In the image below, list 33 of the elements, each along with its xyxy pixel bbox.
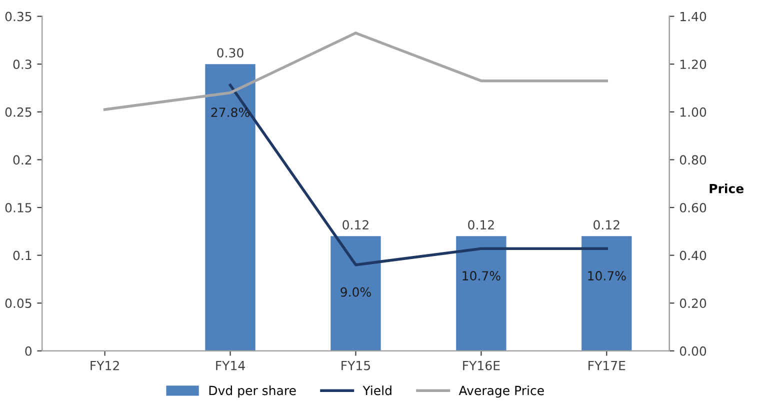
y2-tick-label: 1.20 — [680, 60, 706, 70]
legend-label: Yield — [362, 386, 392, 396]
data-label: 0.12 — [468, 220, 494, 230]
y2-axis-title: Price — [710, 184, 744, 194]
y-tick-label: 0.05 — [5, 298, 32, 308]
x-tick-label: FY14 — [216, 360, 245, 370]
y-tick-label: 0.3 — [13, 60, 32, 70]
y-tick-label: 0.25 — [5, 107, 32, 117]
y2-tick-label: 0.40 — [680, 250, 706, 260]
data-label: 10.7% — [588, 271, 626, 280]
data-label: 27.8% — [211, 108, 250, 118]
y-tick-label: 0.35 — [5, 12, 32, 22]
y2-tick-label: 1.00 — [680, 107, 706, 117]
y-tick-label: 0.2 — [13, 155, 32, 165]
data-label: 0.12 — [594, 220, 620, 230]
data-label: 0.30 — [217, 48, 244, 58]
y2-tick-label: 0.80 — [680, 155, 706, 165]
data-label: 0.12 — [342, 220, 368, 230]
x-tick-label: FY16E — [463, 360, 500, 370]
x-tick-label: FY15 — [342, 360, 370, 370]
y2-tick-label: 1.40 — [680, 12, 706, 22]
x-tick-label: FY17E — [588, 360, 626, 370]
y2-tick-label: 0.20 — [680, 298, 706, 308]
y2-tick-label: 0.00 — [680, 346, 706, 356]
legend-label: Dvd per share — [209, 386, 296, 398]
y2-tick-label: 0.60 — [680, 202, 706, 212]
y-tick-label: 0 — [25, 346, 32, 356]
y-tick-label: 0.15 — [5, 202, 32, 212]
x-tick-label: FY12 — [90, 360, 119, 370]
data-label: 10.7% — [462, 271, 500, 280]
y-tick-label: 0.1 — [13, 250, 32, 260]
legend-label: Average Price — [458, 386, 544, 398]
data-label: 9.0% — [340, 287, 371, 297]
